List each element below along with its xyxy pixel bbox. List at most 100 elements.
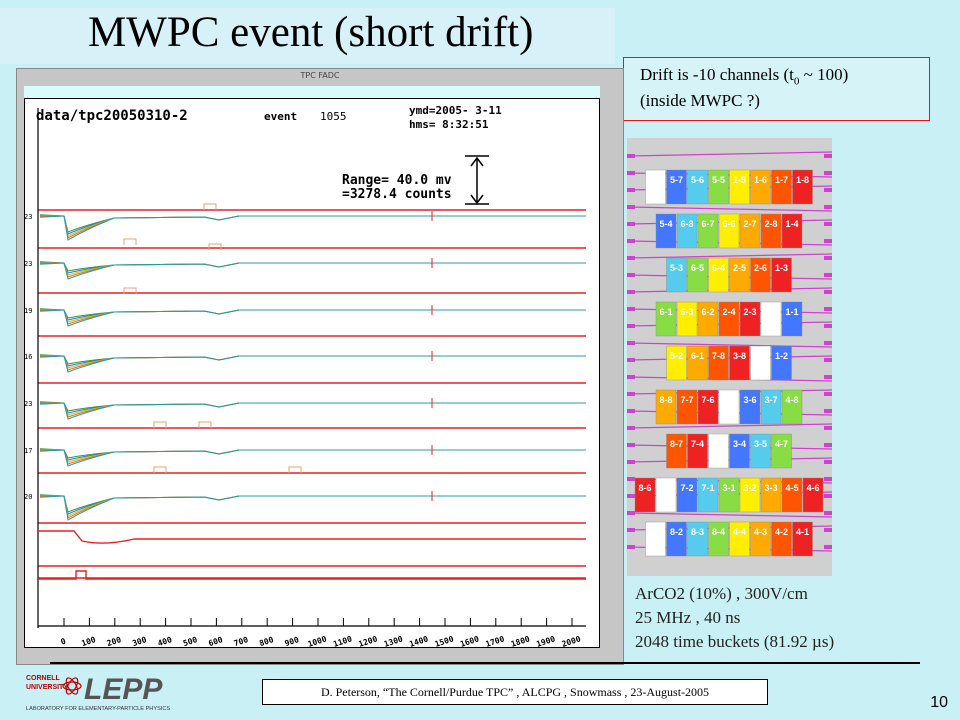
range-arrow <box>465 155 489 205</box>
edge-contact <box>824 307 832 311</box>
fadc-trace <box>39 215 586 241</box>
pad-cell <box>655 389 677 425</box>
pad-cell <box>771 169 792 205</box>
edge-contact <box>627 239 635 243</box>
pad-label: 4-2 <box>775 527 788 537</box>
pad-label: 2-4 <box>764 307 777 317</box>
x-tick-label: 1500 <box>434 634 455 648</box>
pulse-marker <box>198 421 212 428</box>
x-tick-label: 1800 <box>510 634 531 648</box>
pad-label: 5-2 <box>670 351 683 361</box>
fadc-trace-plot: data/tpc20050310-2 event 1055 ymd=2005- … <box>24 98 600 648</box>
fadc-trace <box>39 495 586 519</box>
pad-label: 6-1 <box>691 351 704 361</box>
edge-contact <box>627 392 635 396</box>
x-tick-label: 1000 <box>307 634 328 648</box>
x-tick-label: 2000 <box>561 634 582 648</box>
pad-label: 1-1 <box>785 307 798 317</box>
pad-label: 5-4 <box>659 219 672 229</box>
edge-contact <box>824 528 832 532</box>
fadc-trace <box>39 401 586 414</box>
pad-label: 1-3 <box>775 263 788 273</box>
window-title[interactable]: TPC FADC <box>300 71 340 80</box>
pad-cell <box>781 477 803 513</box>
x-tick-label: 100 <box>80 635 97 648</box>
edge-contact <box>824 290 832 294</box>
pad-label: 2-5 <box>733 263 746 273</box>
edge-contact <box>824 443 832 447</box>
footer-box: D. Peterson, “The Cornell/Purdue TPC” , … <box>262 679 768 705</box>
x-tick-label: 700 <box>233 635 250 648</box>
pad-cell <box>697 213 719 249</box>
pad-label: 4-6 <box>806 483 819 493</box>
pad-label: 7-1 <box>701 483 714 493</box>
range-line1: Range= 40.0 mv <box>342 173 452 188</box>
edge-contact <box>627 477 635 481</box>
edge-contact <box>824 341 832 345</box>
pad-label: 4-8 <box>785 395 798 405</box>
pad-label: 7-5 <box>722 395 735 405</box>
drift-note-prefix: Drift is -10 channels (t <box>640 65 794 84</box>
pad-label: 3-8 <box>733 351 746 361</box>
pad-label: 2-8 <box>764 219 777 229</box>
pad-label: 6-7 <box>701 219 714 229</box>
fadc-trace <box>39 448 586 461</box>
trace-wire <box>627 342 832 348</box>
pad-label: 6-6 <box>722 219 735 229</box>
x-tick-label: 1600 <box>459 634 480 648</box>
pulse-marker <box>288 466 302 473</box>
edge-contact <box>824 273 832 277</box>
x-tick-label: 1700 <box>484 634 505 648</box>
pad-cell <box>697 301 719 337</box>
fadc-trace <box>39 449 586 467</box>
fadc-trace <box>39 261 586 274</box>
pad-cell <box>739 301 761 337</box>
trace-wire <box>627 423 832 429</box>
pad-cell <box>645 521 666 557</box>
edge-contact <box>824 477 832 481</box>
trace-wire <box>627 151 832 157</box>
footer-rule <box>50 662 920 664</box>
pad-label: 3-7 <box>764 395 777 405</box>
edge-contact <box>627 375 635 379</box>
edge-contact <box>824 494 832 498</box>
edge-contact <box>824 171 832 175</box>
pad-cell <box>739 477 761 513</box>
pad-cell <box>750 521 771 557</box>
x-tick-label: 300 <box>131 635 148 648</box>
pad-cell <box>750 433 771 469</box>
pad-label: 7-4 <box>691 439 704 449</box>
pulse-marker <box>203 203 217 210</box>
edge-contact <box>824 358 832 362</box>
trace-group: 23 23 19 16 23 17 20 <box>24 108 586 628</box>
channel-label: 23 <box>24 400 32 408</box>
pad-label: 8-3 <box>691 527 704 537</box>
pad-cell <box>781 389 803 425</box>
pad-label: 8-2 <box>670 527 683 537</box>
edge-contact <box>627 494 635 498</box>
pad-cell <box>718 389 740 425</box>
channel-label: 23 <box>24 213 32 221</box>
window-menu-strip[interactable] <box>24 86 600 98</box>
pad-cell <box>792 169 813 205</box>
edge-contact <box>627 205 635 209</box>
pad-cell <box>760 213 782 249</box>
pad-cell <box>645 169 666 205</box>
pad-cell <box>708 433 729 469</box>
title-band <box>0 8 615 64</box>
fadc-trace <box>39 215 586 239</box>
x-tick-label: 1300 <box>383 634 404 648</box>
pad-cell <box>666 257 687 293</box>
pad-label: 1-7 <box>775 175 788 185</box>
channel-label: 23 <box>24 260 32 268</box>
pad-label: 7-8 <box>712 351 725 361</box>
pad-label: 8-4 <box>712 527 725 537</box>
edge-contact <box>627 154 635 158</box>
page-number-box: 10 <box>910 690 960 720</box>
edge-contact <box>627 460 635 464</box>
time-label: hms= 8:32:51 <box>409 118 489 131</box>
pad-cell <box>771 521 792 557</box>
channel-label: 20 <box>24 493 32 501</box>
pad-label: 7-2 <box>680 483 693 493</box>
pad-cell <box>729 345 750 381</box>
